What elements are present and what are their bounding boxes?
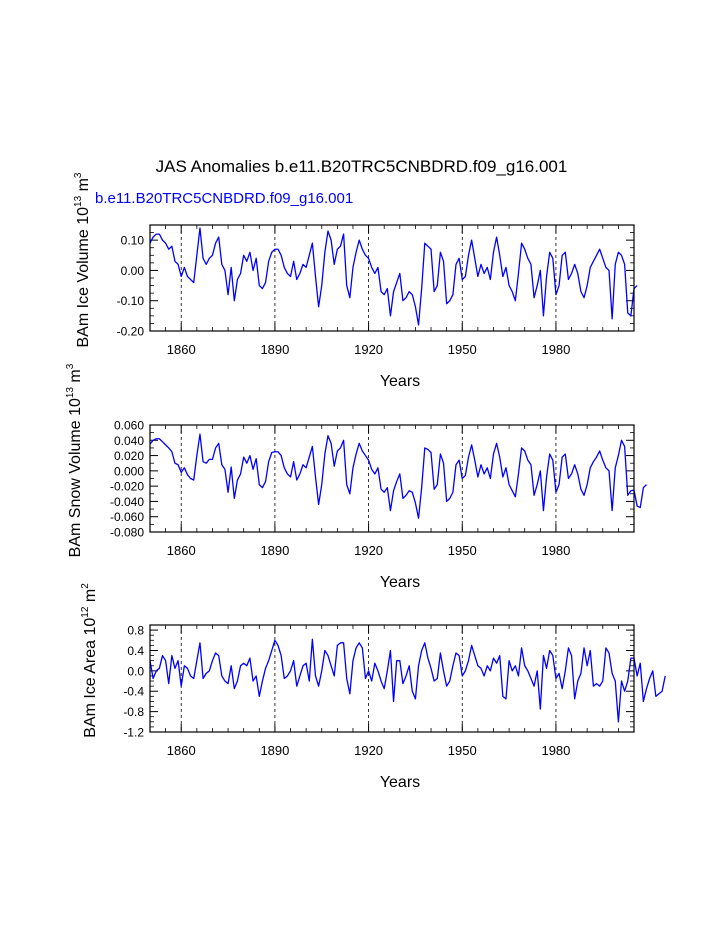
x-tick-label: 1860 <box>167 342 196 357</box>
y-tick-label: -0.040 <box>110 495 144 509</box>
x-axis-label: Years <box>380 373 420 390</box>
y-axis-label: BAm Ice Area 1012 m2 <box>80 583 99 738</box>
y-tick-label: 0.000 <box>114 464 144 478</box>
y-tick-label: 0.8 <box>127 624 144 638</box>
y-tick-label: -0.4 <box>123 685 144 699</box>
y-tick-label: -0.10 <box>117 294 145 308</box>
y-tick-label: -0.060 <box>110 510 144 524</box>
plot-frame <box>149 224 635 332</box>
x-tick-label: 1860 <box>167 543 196 558</box>
y-tick-label: 0.060 <box>114 419 144 433</box>
y-tick-label: 0.040 <box>114 434 144 448</box>
y-tick-label: 0.020 <box>114 449 144 463</box>
y-tick-label: -0.020 <box>110 480 144 494</box>
y-tick-label: -0.20 <box>117 325 145 339</box>
y-tick-label: 0.0 <box>127 664 144 678</box>
y-axis-label: BAm Snow Volume 1013 m3 <box>65 363 84 557</box>
y-tick-label: -1.2 <box>123 726 144 740</box>
x-tick-label: 1950 <box>448 543 477 558</box>
page-subtitle: b.e11.B20TRC5CNBDRD.f09_g16.001 <box>95 190 354 207</box>
y-tick-label: 0.00 <box>121 264 145 278</box>
x-tick-label: 1920 <box>354 342 383 357</box>
x-axis-label: Years <box>380 574 420 591</box>
panel-2: 1860 1890 1920 1950 1980 -0.080 -0.060-0.040-0… <box>65 363 647 591</box>
x-tick-label: 1950 <box>448 342 477 357</box>
panel-3: 1860 1890 1920 1950 1980 -1.2 -0.8 -0.4 0.0 0.4 0.… <box>80 583 666 791</box>
page-title: JAS Anomalies b.e11.B20TRC5CNBDRD.f09_g1… <box>155 157 568 176</box>
y-tick-label: -0.8 <box>123 705 144 719</box>
x-tick-label: 1920 <box>354 543 383 558</box>
y-axis-label: BAm Ice Volume 1013 m3 <box>73 172 92 347</box>
x-tick-label: 1890 <box>260 543 289 558</box>
x-tick-label: 1950 <box>448 743 477 758</box>
x-tick-label: 1860 <box>167 743 196 758</box>
series-line <box>149 638 666 723</box>
series-line <box>149 227 638 326</box>
y-tick-label: 0.10 <box>121 234 145 248</box>
x-tick-label: 1920 <box>354 743 383 758</box>
x-tick-label: 1980 <box>541 543 570 558</box>
plot-frame <box>149 624 635 733</box>
x-axis-label: Years <box>380 774 420 791</box>
series-line <box>149 433 647 519</box>
panel-1: 1860 1890 1920 1950 1980 -0.20 -0.10 0.00 0.10 Ye… <box>73 172 638 390</box>
x-tick-label: 1890 <box>260 743 289 758</box>
x-tick-label: 1890 <box>260 342 289 357</box>
x-tick-label: 1980 <box>541 342 570 357</box>
plot-frame <box>149 424 635 533</box>
x-tick-label: 1980 <box>541 743 570 758</box>
y-tick-label: -0.080 <box>110 526 144 540</box>
y-tick-label: 0.4 <box>127 644 144 658</box>
